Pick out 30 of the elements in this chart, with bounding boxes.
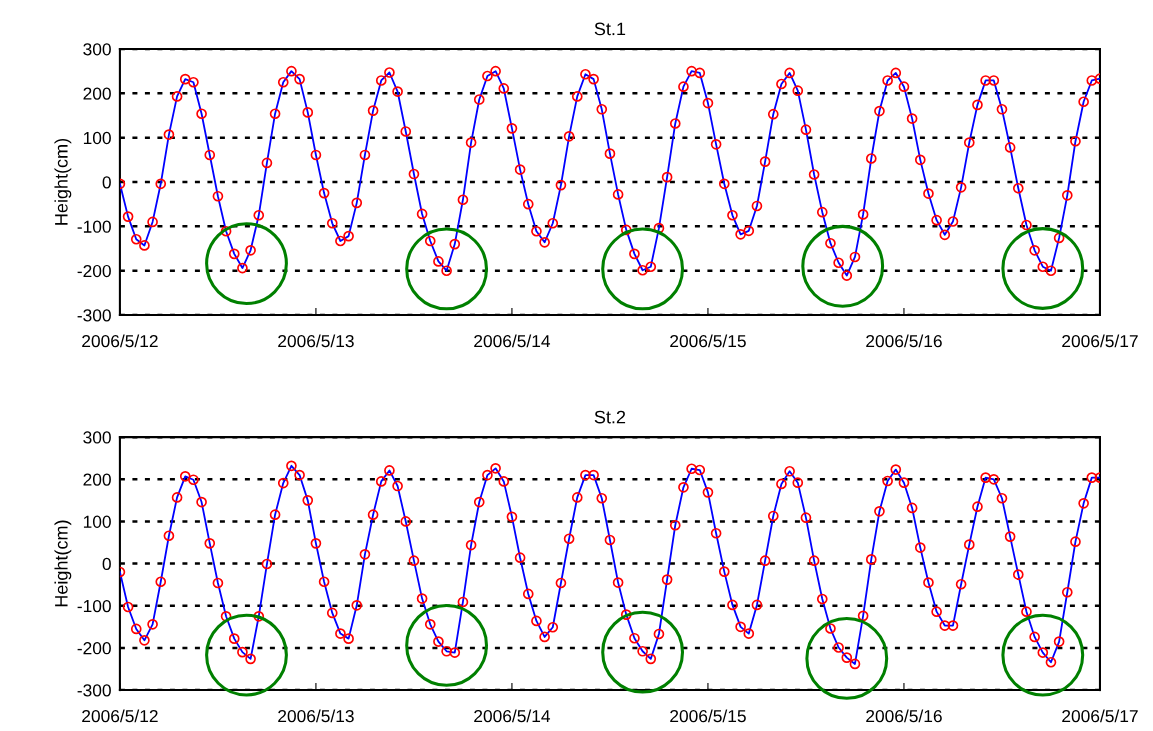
y-tick-label: 100 [83, 131, 111, 145]
y-tick-label: 100 [83, 515, 111, 528]
x-tick-label: 2006/5/17 [1062, 709, 1138, 723]
y-tick-label: 200 [83, 473, 111, 486]
chart-title: St.2 [594, 410, 626, 424]
y-tick-label: -200 [77, 642, 111, 655]
chart-title: St.1 [594, 22, 626, 36]
y-tick-label: -100 [77, 220, 111, 233]
x-tick-label: 2006/5/17 [1062, 334, 1138, 348]
y-tick-label: -100 [77, 599, 111, 613]
y-tick-label: -300 [77, 309, 111, 322]
x-tick-label: 2006/5/14 [474, 709, 551, 723]
x-tick-label: 2006/5/13 [278, 334, 354, 348]
x-tick-label: 2006/5/15 [670, 334, 746, 348]
y-tick-label: 0 [102, 557, 111, 571]
y-axis-title: Height(cm) [54, 138, 72, 225]
y-tick-label: -200 [77, 264, 111, 278]
y-axis-title: Height(cm) [54, 520, 72, 607]
y-tick-label: 300 [83, 43, 111, 56]
y-tick-label: 300 [83, 431, 111, 444]
x-tick-label: 2006/5/14 [474, 334, 551, 348]
y-tick-label: -300 [77, 684, 111, 697]
x-tick-label: 2006/5/15 [670, 709, 746, 723]
x-tick-label: 2006/5/16 [866, 709, 942, 723]
x-tick-label: 2006/5/16 [866, 334, 942, 348]
x-tick-label: 2006/5/12 [82, 709, 158, 723]
x-tick-label: 2006/5/12 [82, 334, 158, 348]
y-tick-label: 200 [83, 87, 111, 100]
x-tick-label: 2006/5/13 [278, 709, 354, 723]
y-tick-label: 0 [102, 176, 111, 189]
